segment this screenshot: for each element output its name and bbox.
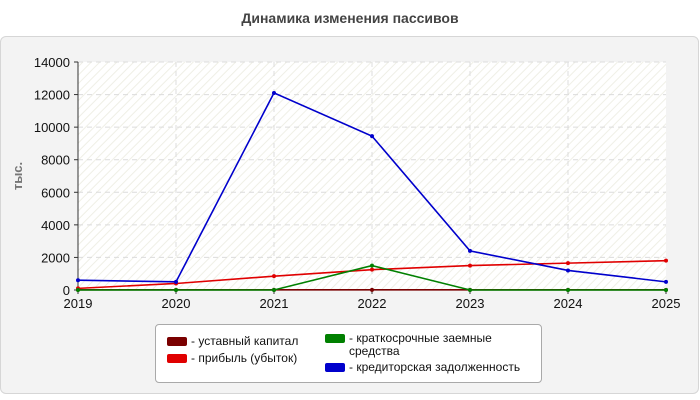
series-кредиторская-задолженность (76, 90, 668, 284)
data-point (272, 90, 276, 95)
legend-label: - кредиторская задолженность (349, 360, 521, 374)
x-tick-label: 2023 (456, 296, 485, 311)
x-tick-label: 2024 (554, 296, 583, 311)
data-point (664, 279, 668, 284)
data-point (370, 287, 374, 292)
y-tick-label: 2000 (41, 250, 70, 265)
data-point (272, 274, 276, 279)
x-tick-label: 2025 (652, 296, 681, 311)
legend-label: - уставный капитал (191, 334, 299, 348)
legend-swatch (167, 337, 187, 346)
x-tick-labels: 2019 2020 2021 2022 2023 2024 2025 (64, 290, 681, 311)
data-point (174, 288, 178, 292)
y-tick-label: 0 (63, 283, 70, 298)
data-point (664, 288, 668, 292)
y-tick-label: 12000 (34, 88, 70, 103)
legend: - уставный капитал - прибыль (убыток) - … (155, 324, 542, 383)
x-tick-label: 2019 (64, 296, 93, 311)
y-tick-label: 10000 (34, 120, 70, 135)
legend-label-continuation: средства (349, 344, 400, 358)
legend-swatch (325, 334, 345, 343)
x-tick-label: 2020 (162, 296, 191, 311)
y-tick-labels: 0 2000 4000 6000 8000 10000 12000 14000 (34, 55, 78, 298)
data-point (566, 261, 570, 266)
data-point (468, 263, 472, 268)
data-point (76, 278, 80, 283)
y-tick-label: 14000 (34, 55, 70, 70)
series-lines (76, 90, 668, 292)
y-tick-label: 4000 (41, 218, 70, 233)
legend-label: - прибыль (убыток) (191, 351, 298, 365)
data-point (664, 258, 668, 263)
y-tick-label: 8000 (41, 153, 70, 168)
data-point (370, 267, 374, 272)
legend-swatch (167, 354, 187, 363)
data-point (272, 288, 276, 292)
data-point (370, 263, 374, 268)
data-point (566, 268, 570, 273)
x-tick-label: 2022 (358, 296, 387, 311)
y-axis-label: тыс. (10, 162, 25, 190)
data-point (468, 288, 472, 292)
x-tick-label: 2021 (260, 296, 289, 311)
legend-swatch (325, 363, 345, 372)
data-point (370, 134, 374, 139)
legend-label: - краткосрочные заемные (349, 331, 492, 345)
data-point (76, 288, 80, 292)
data-point (468, 248, 472, 253)
y-tick-label: 6000 (41, 185, 70, 200)
data-point (174, 279, 178, 284)
series-краткосрочные-заемные-средства (76, 263, 668, 292)
line-chart: тыс. 0 2000 4000 6000 8000 10000 12000 14000 20… (10, 55, 681, 311)
data-point (566, 288, 570, 292)
chart-title: Динамика изменения пассивов (241, 10, 459, 26)
